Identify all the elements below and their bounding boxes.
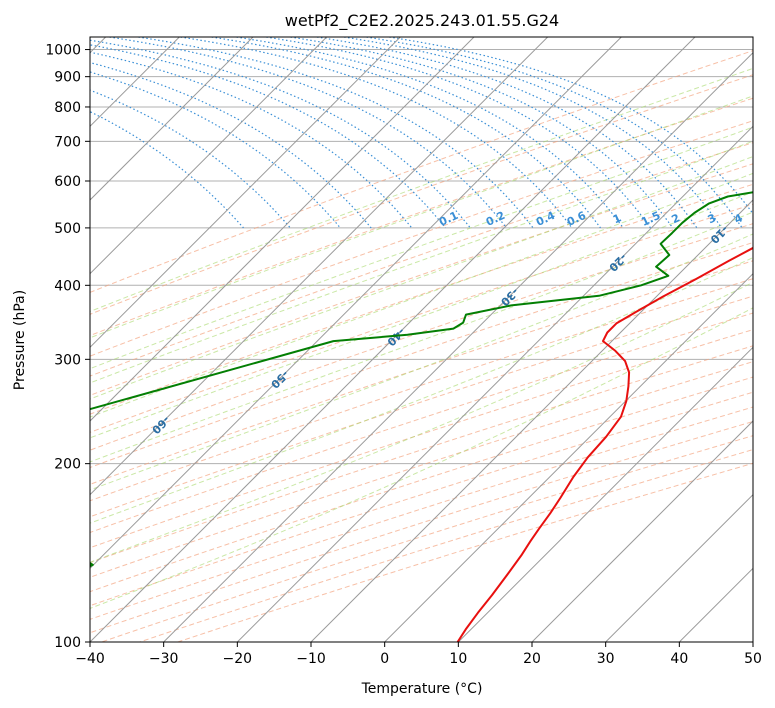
x-tick-label: 40 xyxy=(670,651,688,667)
profile-lines xyxy=(90,191,753,642)
isotherm-line xyxy=(531,420,753,642)
x-tick-label: 0 xyxy=(380,651,389,667)
y-tick-label: 800 xyxy=(54,100,81,116)
x-tick-label: −40 xyxy=(75,651,105,667)
y-tick-label: 500 xyxy=(54,221,81,237)
moist-adiabat xyxy=(90,156,753,400)
mixing-ratio-line xyxy=(236,37,624,229)
chart-title: wetPf2_C2E2.2025.243.01.55.G24 xyxy=(285,11,559,31)
plot-frame xyxy=(89,36,754,643)
mixing-ratio-line xyxy=(90,61,372,229)
moist-adiabat xyxy=(90,257,753,524)
isotherm-line xyxy=(605,493,753,642)
isotherm-line xyxy=(90,37,328,275)
mixing-ratio-line xyxy=(266,37,651,229)
isotherm-line xyxy=(90,37,696,642)
y-tick-label: 400 xyxy=(54,278,81,294)
isotherm-grid xyxy=(90,37,753,642)
y-tick-label: 200 xyxy=(54,457,81,473)
dry-adiabat xyxy=(90,142,753,377)
isotherm-line xyxy=(90,37,549,496)
y-tick-label: 600 xyxy=(54,174,81,190)
isotherm-line xyxy=(163,51,753,642)
mixing-ratio-line xyxy=(290,37,674,229)
y-tick-label: 100 xyxy=(54,635,81,651)
y-tick-label: 900 xyxy=(54,70,81,86)
dry-adiabat xyxy=(101,435,753,642)
dry-adiabat xyxy=(139,449,753,642)
x-axis-label: Temperature (°C) xyxy=(361,681,483,697)
isotherm-line xyxy=(90,37,401,349)
moist-adiabat xyxy=(90,307,753,609)
dry-adiabat xyxy=(90,329,753,549)
isotherm-line xyxy=(90,37,475,422)
mixing-ratio-line xyxy=(138,37,534,229)
dry-adiabat xyxy=(90,345,753,564)
mixing-ratio-line xyxy=(344,37,723,229)
mixing-ratio-line xyxy=(90,39,471,229)
mixing-ratio-line xyxy=(109,37,507,229)
x-tick-label: 20 xyxy=(523,651,541,667)
isotherm-line xyxy=(457,346,753,642)
y-axis-label: Pressure (hPa) xyxy=(12,290,28,390)
mixing-ratio-line xyxy=(389,37,753,215)
moist-adiabat xyxy=(90,172,753,418)
isotherm-line xyxy=(310,199,753,642)
mixing-ratio-lines xyxy=(90,37,753,229)
dry-adiabat xyxy=(177,462,753,642)
dry-adiabat xyxy=(90,376,753,593)
x-tick-label: −20 xyxy=(223,651,253,667)
mixing-ratio-line xyxy=(90,111,244,229)
x-tick-label: 10 xyxy=(449,651,467,667)
isotherm-line xyxy=(236,125,753,642)
y-axis-ticks: 100 200 300 400 500 600 700 800 900 1000 xyxy=(45,43,90,651)
dry-adiabat xyxy=(90,241,753,469)
isotherm-line xyxy=(90,37,254,201)
mixing-ratio-line xyxy=(90,51,413,229)
dry-adiabat xyxy=(90,223,753,451)
dry-adiabat xyxy=(90,361,753,578)
y-tick-label: 1000 xyxy=(45,43,81,59)
dry-adiabat xyxy=(90,183,753,415)
moist-adiabat xyxy=(90,211,753,463)
mixing-ratio-line xyxy=(211,37,601,229)
dry-adiabat xyxy=(90,312,753,534)
x-tick-label: −30 xyxy=(149,651,179,667)
x-tick-label: 50 xyxy=(744,651,762,667)
y-tick-label: 300 xyxy=(54,352,81,368)
isotherm-line xyxy=(90,37,622,570)
isotherm-line xyxy=(384,272,753,642)
temperature-line xyxy=(456,246,753,642)
dry-adiabat xyxy=(90,278,753,502)
y-tick-label: 700 xyxy=(54,134,81,150)
x-tick-label: 30 xyxy=(597,651,615,667)
x-tick-label: −10 xyxy=(296,651,326,667)
x-axis-ticks: −40 −30 −20 −10 0 10 20 30 40 50 xyxy=(75,642,762,667)
dewpoint-line xyxy=(90,191,753,568)
dry-adiabat xyxy=(90,120,753,357)
